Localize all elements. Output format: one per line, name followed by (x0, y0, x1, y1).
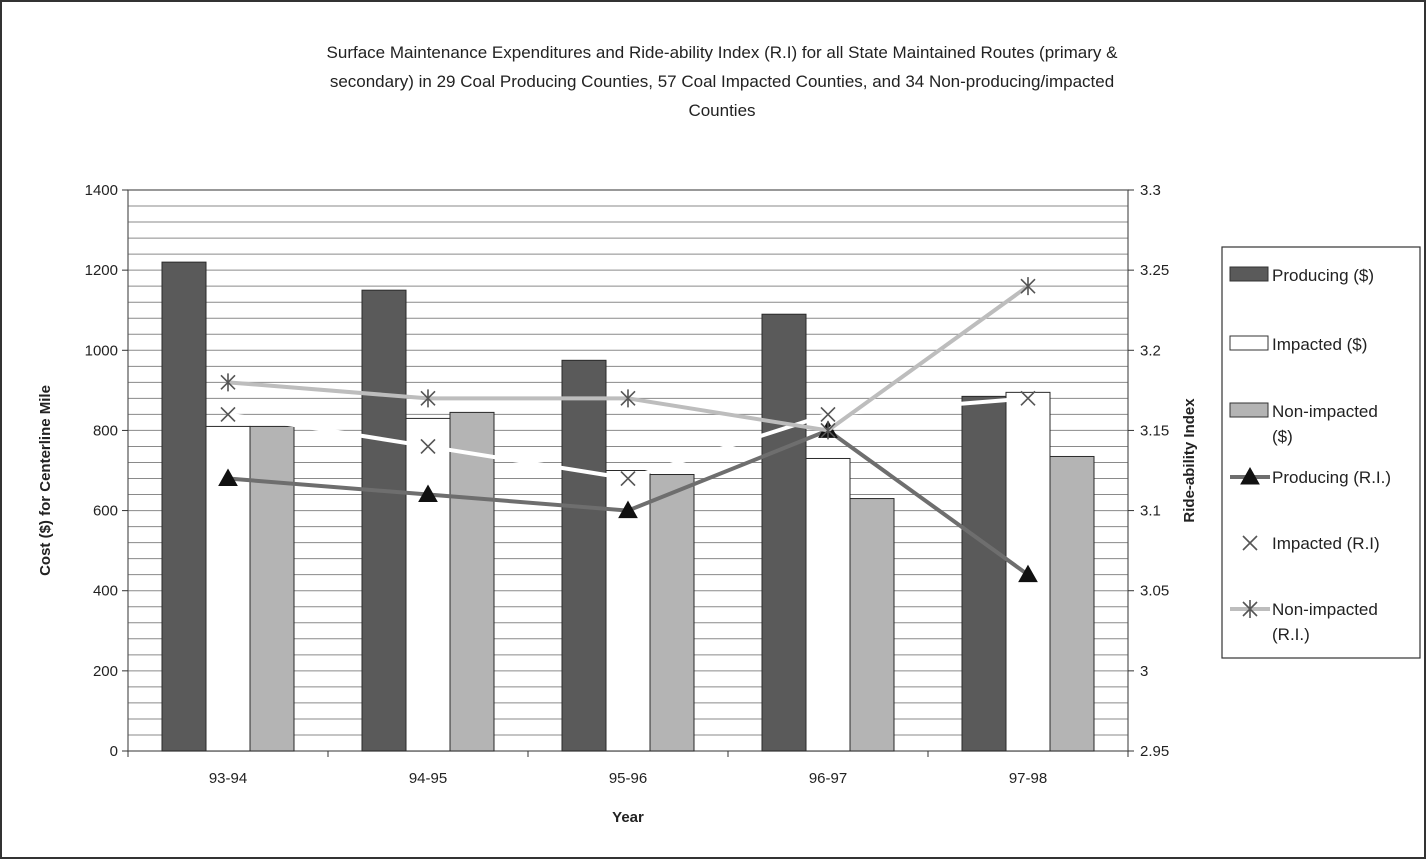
y-tick-label: 1400 (85, 182, 118, 199)
legend-entry: Non-impacted (R.I.) (1230, 600, 1378, 644)
bar (761, 313, 807, 752)
point (220, 373, 236, 392)
point (220, 406, 236, 422)
bar (561, 359, 607, 752)
x-axis-title: Year (612, 809, 644, 826)
y2-tick-label: 3.1 (1140, 503, 1161, 520)
plot-area: 0 200 400 600 800 1000 1200 1400 2.95 3 3.05 3.1 3.1… (37, 182, 1198, 826)
x-tick-label: 94-95 (409, 770, 447, 787)
point (1020, 390, 1036, 406)
y-axis-title: Cost ($) for Centerline Mile (37, 385, 54, 576)
y2-tick-label: 3.3 (1140, 182, 1161, 199)
legend-label: ($) (1272, 427, 1293, 446)
point (1242, 600, 1258, 618)
legend-entry: Impacted ($) (1229, 335, 1367, 354)
bar (1049, 455, 1095, 752)
bar (805, 457, 851, 752)
bar (961, 395, 1007, 752)
legend-label: Impacted (R.I) (1272, 534, 1380, 553)
point (420, 438, 436, 455)
y-tick-label: 1200 (85, 262, 118, 279)
chart-title: Surface Maintenance Expenditures and Rid… (327, 43, 1119, 120)
point (1020, 277, 1036, 296)
point (820, 421, 836, 440)
legend-swatch (1229, 266, 1269, 282)
bar (405, 417, 451, 752)
x-tick-label: 95-96 (609, 770, 647, 787)
y2-tick-label: 3.25 (1140, 262, 1169, 279)
line-series-0 (218, 420, 1038, 583)
legend-entry: Impacted (R.I) (1230, 534, 1380, 553)
legend: Producing ($) Impacted ($) Non-impacted ($)… (1221, 246, 1421, 659)
legend-label: Producing ($) (1272, 266, 1374, 285)
legend-label: Non-impacted (1272, 600, 1378, 619)
y-tick-label: 400 (93, 583, 118, 600)
point (620, 470, 636, 487)
axes: 0 200 400 600 800 1000 1200 1400 2.95 3 3.05 3.1 3.1… (37, 182, 1198, 826)
point (418, 484, 438, 503)
legend-swatch (1229, 402, 1269, 418)
legend-entry: Producing ($) (1229, 266, 1374, 285)
point (618, 500, 638, 519)
y-tick-label: 0 (110, 743, 118, 760)
bar (449, 411, 495, 752)
chart-title-line: secondary) in 29 Coal Producing Counties… (330, 72, 1114, 91)
legend-box (1221, 246, 1421, 659)
line-series-2 (220, 277, 1036, 440)
legend-label: Impacted ($) (1272, 335, 1367, 354)
point (620, 389, 636, 408)
y-tick-label: 200 (93, 663, 118, 680)
x-tick-label: 93-94 (209, 770, 247, 787)
legend-label: Non-impacted (1272, 402, 1378, 421)
legend-entry: Non-impacted ($) (1229, 402, 1378, 446)
bar (649, 474, 695, 752)
y2-tick-label: 3.15 (1140, 422, 1169, 439)
x-tick-label: 97-98 (1009, 770, 1047, 787)
y-tick-label: 1000 (85, 342, 118, 359)
y2-tick-label: 2.95 (1140, 743, 1169, 760)
bar (361, 289, 407, 752)
bar (249, 425, 295, 752)
point (218, 468, 238, 487)
legend-label: Producing (R.I.) (1272, 468, 1391, 487)
bar-series-0 (161, 261, 1007, 752)
bar (849, 498, 895, 752)
bar-series-2 (249, 411, 1095, 752)
chart-title-line: Counties (688, 101, 755, 120)
point (1018, 564, 1038, 583)
y-tick-label: 800 (93, 422, 118, 439)
point (420, 389, 436, 408)
line-series-1 (220, 390, 1036, 487)
point (1242, 535, 1258, 551)
y2-tick-label: 3 (1140, 663, 1148, 680)
bar (161, 261, 207, 752)
x-tick-label: 96-97 (809, 770, 847, 787)
point (1240, 466, 1260, 485)
y2-tick-label: 3.05 (1140, 583, 1169, 600)
legend-swatch (1229, 335, 1269, 351)
y2-tick-label: 3.2 (1140, 342, 1161, 359)
y-tick-label: 600 (93, 503, 118, 520)
chart-title-line: Surface Maintenance Expenditures and Rid… (327, 43, 1119, 62)
legend-label: (R.I.) (1272, 625, 1310, 644)
y2-axis-title: Ride-ability Index (1181, 398, 1198, 523)
legend-entry: Producing (R.I.) (1230, 466, 1391, 487)
point (820, 406, 836, 422)
